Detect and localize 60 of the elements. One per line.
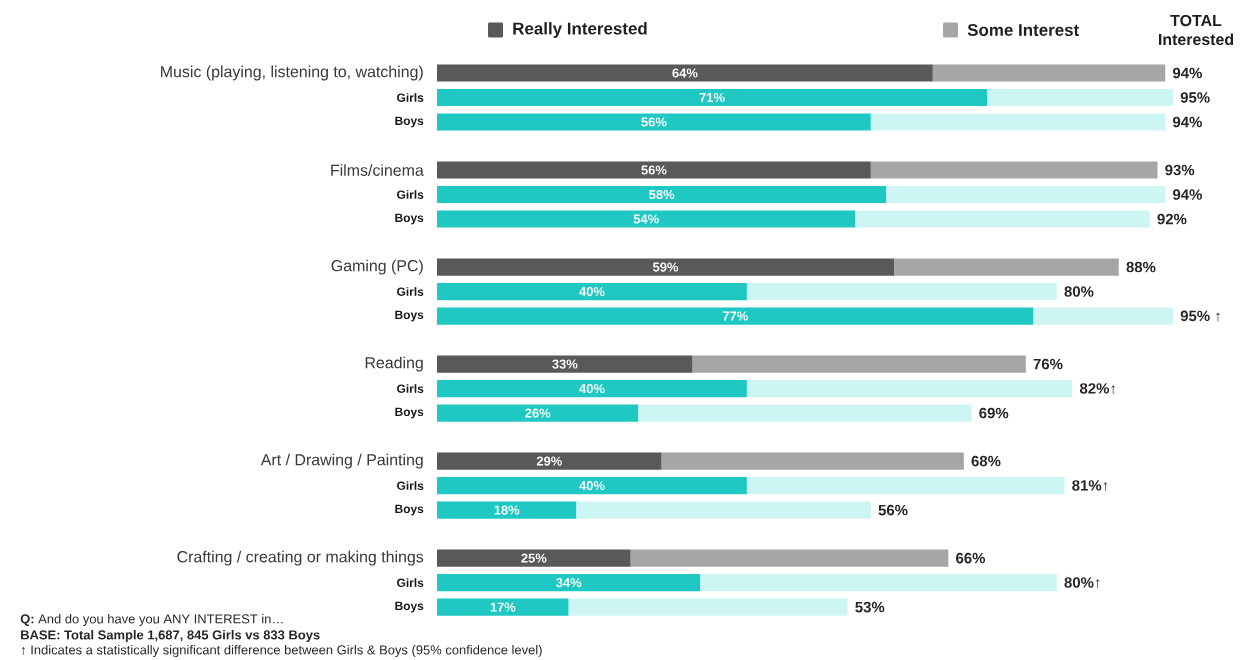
legend-label: Some Interest — [967, 24, 1079, 36]
data-label: 18% — [494, 505, 520, 515]
total-label: 82%↑ — [1079, 383, 1115, 394]
data-label: 34% — [556, 578, 582, 588]
y-tick-label: Boys — [395, 310, 424, 322]
data-label: 40% — [579, 286, 605, 297]
total-label: 56% — [878, 504, 908, 516]
y-tick-label: Boys — [395, 213, 424, 225]
total-label: 93% — [1165, 164, 1195, 176]
y-tick-label: Gaming (PC) — [331, 259, 423, 275]
total-label: 88% — [1126, 261, 1156, 273]
total-label: 76% — [1033, 358, 1063, 370]
data-label: 64% — [672, 68, 698, 78]
data-label: 17% — [490, 602, 516, 612]
total-label: 95% ↑ — [1180, 310, 1220, 322]
data-label: 25% — [521, 553, 547, 563]
y-tick-label: Girls — [397, 190, 424, 199]
text: Q: And do you have you ANY INTEREST in… — [20, 613, 283, 627]
text: TOTAL Interested — [1158, 14, 1234, 46]
text: ↑ Indicates a statistically significant difference between Girls & Boys (95% confidence level) — [21, 644, 542, 658]
data-label: 71% — [699, 92, 725, 103]
y-tick-label: Boys — [395, 504, 424, 516]
y-tick-label: Girls — [397, 287, 424, 296]
total-label: 94% — [1172, 116, 1202, 128]
y-tick-label: Art / Drawing / Painting — [260, 453, 423, 469]
total-label: 95% — [1180, 92, 1210, 103]
data-label: 77% — [722, 311, 748, 321]
y-tick-label: Films/cinema — [331, 164, 424, 176]
data-label: 29% — [536, 456, 562, 466]
total-label: 80% — [1064, 286, 1094, 297]
total-label: 94% — [1172, 189, 1202, 200]
data-label: 56% — [641, 165, 667, 175]
y-tick-label: Boys — [395, 601, 424, 613]
total-label: 92% — [1157, 213, 1187, 225]
legend-label: Really Interested — [513, 22, 647, 38]
text: BASE: Total Sample 1,687, 845 Girls vs 833 Boys — [21, 629, 320, 643]
data-label: 59% — [653, 262, 679, 272]
total-label: 69% — [979, 407, 1009, 419]
y-tick-label: Girls — [397, 481, 424, 490]
total-label: 68% — [971, 455, 1001, 467]
y-tick-label: Crafting / creating or making things — [177, 550, 424, 566]
data-label: 56% — [641, 117, 667, 127]
total-label: 94% — [1172, 67, 1202, 79]
y-tick-label: Girls — [397, 384, 424, 393]
data-label: 40% — [579, 481, 605, 491]
total-label: 80%↑ — [1064, 577, 1100, 589]
data-label: 54% — [633, 214, 659, 224]
y-tick-label: Boys — [395, 407, 424, 419]
data-label: 40% — [579, 383, 605, 394]
data-label: 33% — [552, 359, 578, 369]
data-label: 58% — [649, 189, 675, 200]
y-tick-label: Music (playing, listening to, watching) — [161, 65, 423, 81]
y-tick-label: Reading — [365, 356, 423, 372]
data-label: 26% — [525, 408, 551, 418]
y-tick-label: Girls — [397, 578, 424, 587]
y-tick-label: Boys — [395, 116, 424, 128]
y-tick-label: Girls — [397, 93, 424, 102]
total-label: 53% — [855, 601, 885, 613]
total-label: 66% — [956, 552, 986, 564]
total-label: 81%↑ — [1072, 480, 1108, 492]
